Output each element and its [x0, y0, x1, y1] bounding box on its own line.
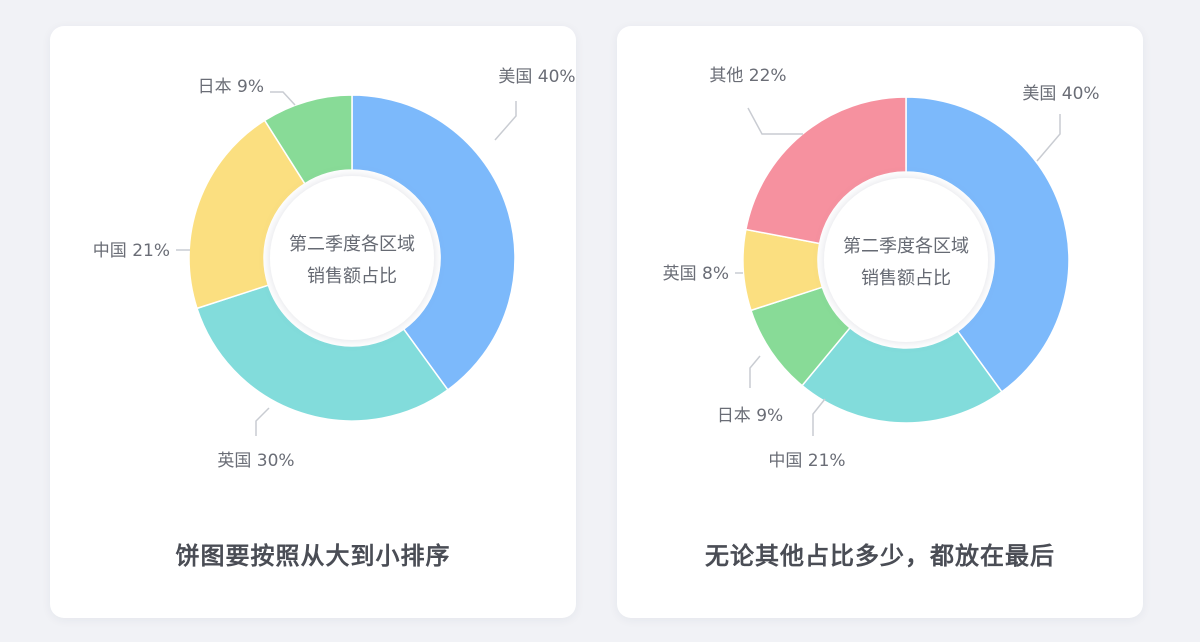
donut-center-disc [270, 176, 434, 340]
center-title-line: 第二季度各区域 [843, 236, 969, 257]
pie-slice-美国-40 [351, 94, 516, 391]
leader-line-美国-40 [494, 101, 517, 141]
slice-label-美国-40: 美国 40% [498, 67, 575, 87]
slice-label-中国-21: 中国 21% [768, 451, 845, 471]
slice-label-其他-22: 其他 22% [709, 66, 786, 86]
leader-line-日本-9 [749, 355, 761, 388]
leader-line-美国-40 [1036, 114, 1061, 162]
leader-line-中国-21 [812, 398, 826, 436]
chart-card-sorted: 第二季度各区域 销售额占比 美国 40% 英国 30% 中国 21% 日本 9% 饼图要按… [50, 26, 576, 618]
donut-center-disc [824, 178, 988, 342]
chart-caption: 无论其他占比多少，都放在最后 [705, 542, 1055, 570]
slice-label-英国-30: 英国 30% [217, 451, 294, 471]
chart-caption: 饼图要按照从大到小排序 [175, 542, 451, 570]
pie-slice-英国-30 [196, 284, 449, 422]
pie-slice-美国-40 [905, 96, 1070, 393]
slice-label-日本-9: 日本 9% [717, 406, 783, 426]
slice-label-美国-40: 美国 40% [1022, 84, 1099, 104]
leader-line-日本-9 [270, 91, 296, 106]
slice-label-日本-9: 日本 9% [198, 77, 264, 97]
slice-label-中国-21: 中国 21% [93, 241, 170, 261]
center-title-line: 销售额占比 [861, 268, 951, 289]
pie-slice-中国-21 [188, 119, 306, 310]
pie-slice-其他-22 [745, 96, 907, 245]
leader-line-英国-30 [255, 407, 270, 436]
pie-slice-中国-21 [801, 326, 1003, 424]
chart-card-other-last: 第二季度各区域 销售额占比 美国 40% 中国 21% 日本 9% 英国 8% 其他 22%… [617, 26, 1143, 618]
slice-label-英国-8: 英国 8% [663, 264, 729, 284]
center-title-line: 销售额占比 [307, 266, 397, 287]
leader-line-其他-22 [747, 107, 803, 135]
pie-slice-日本-9 [263, 94, 353, 185]
center-title-line: 第二季度各区域 [289, 234, 415, 255]
